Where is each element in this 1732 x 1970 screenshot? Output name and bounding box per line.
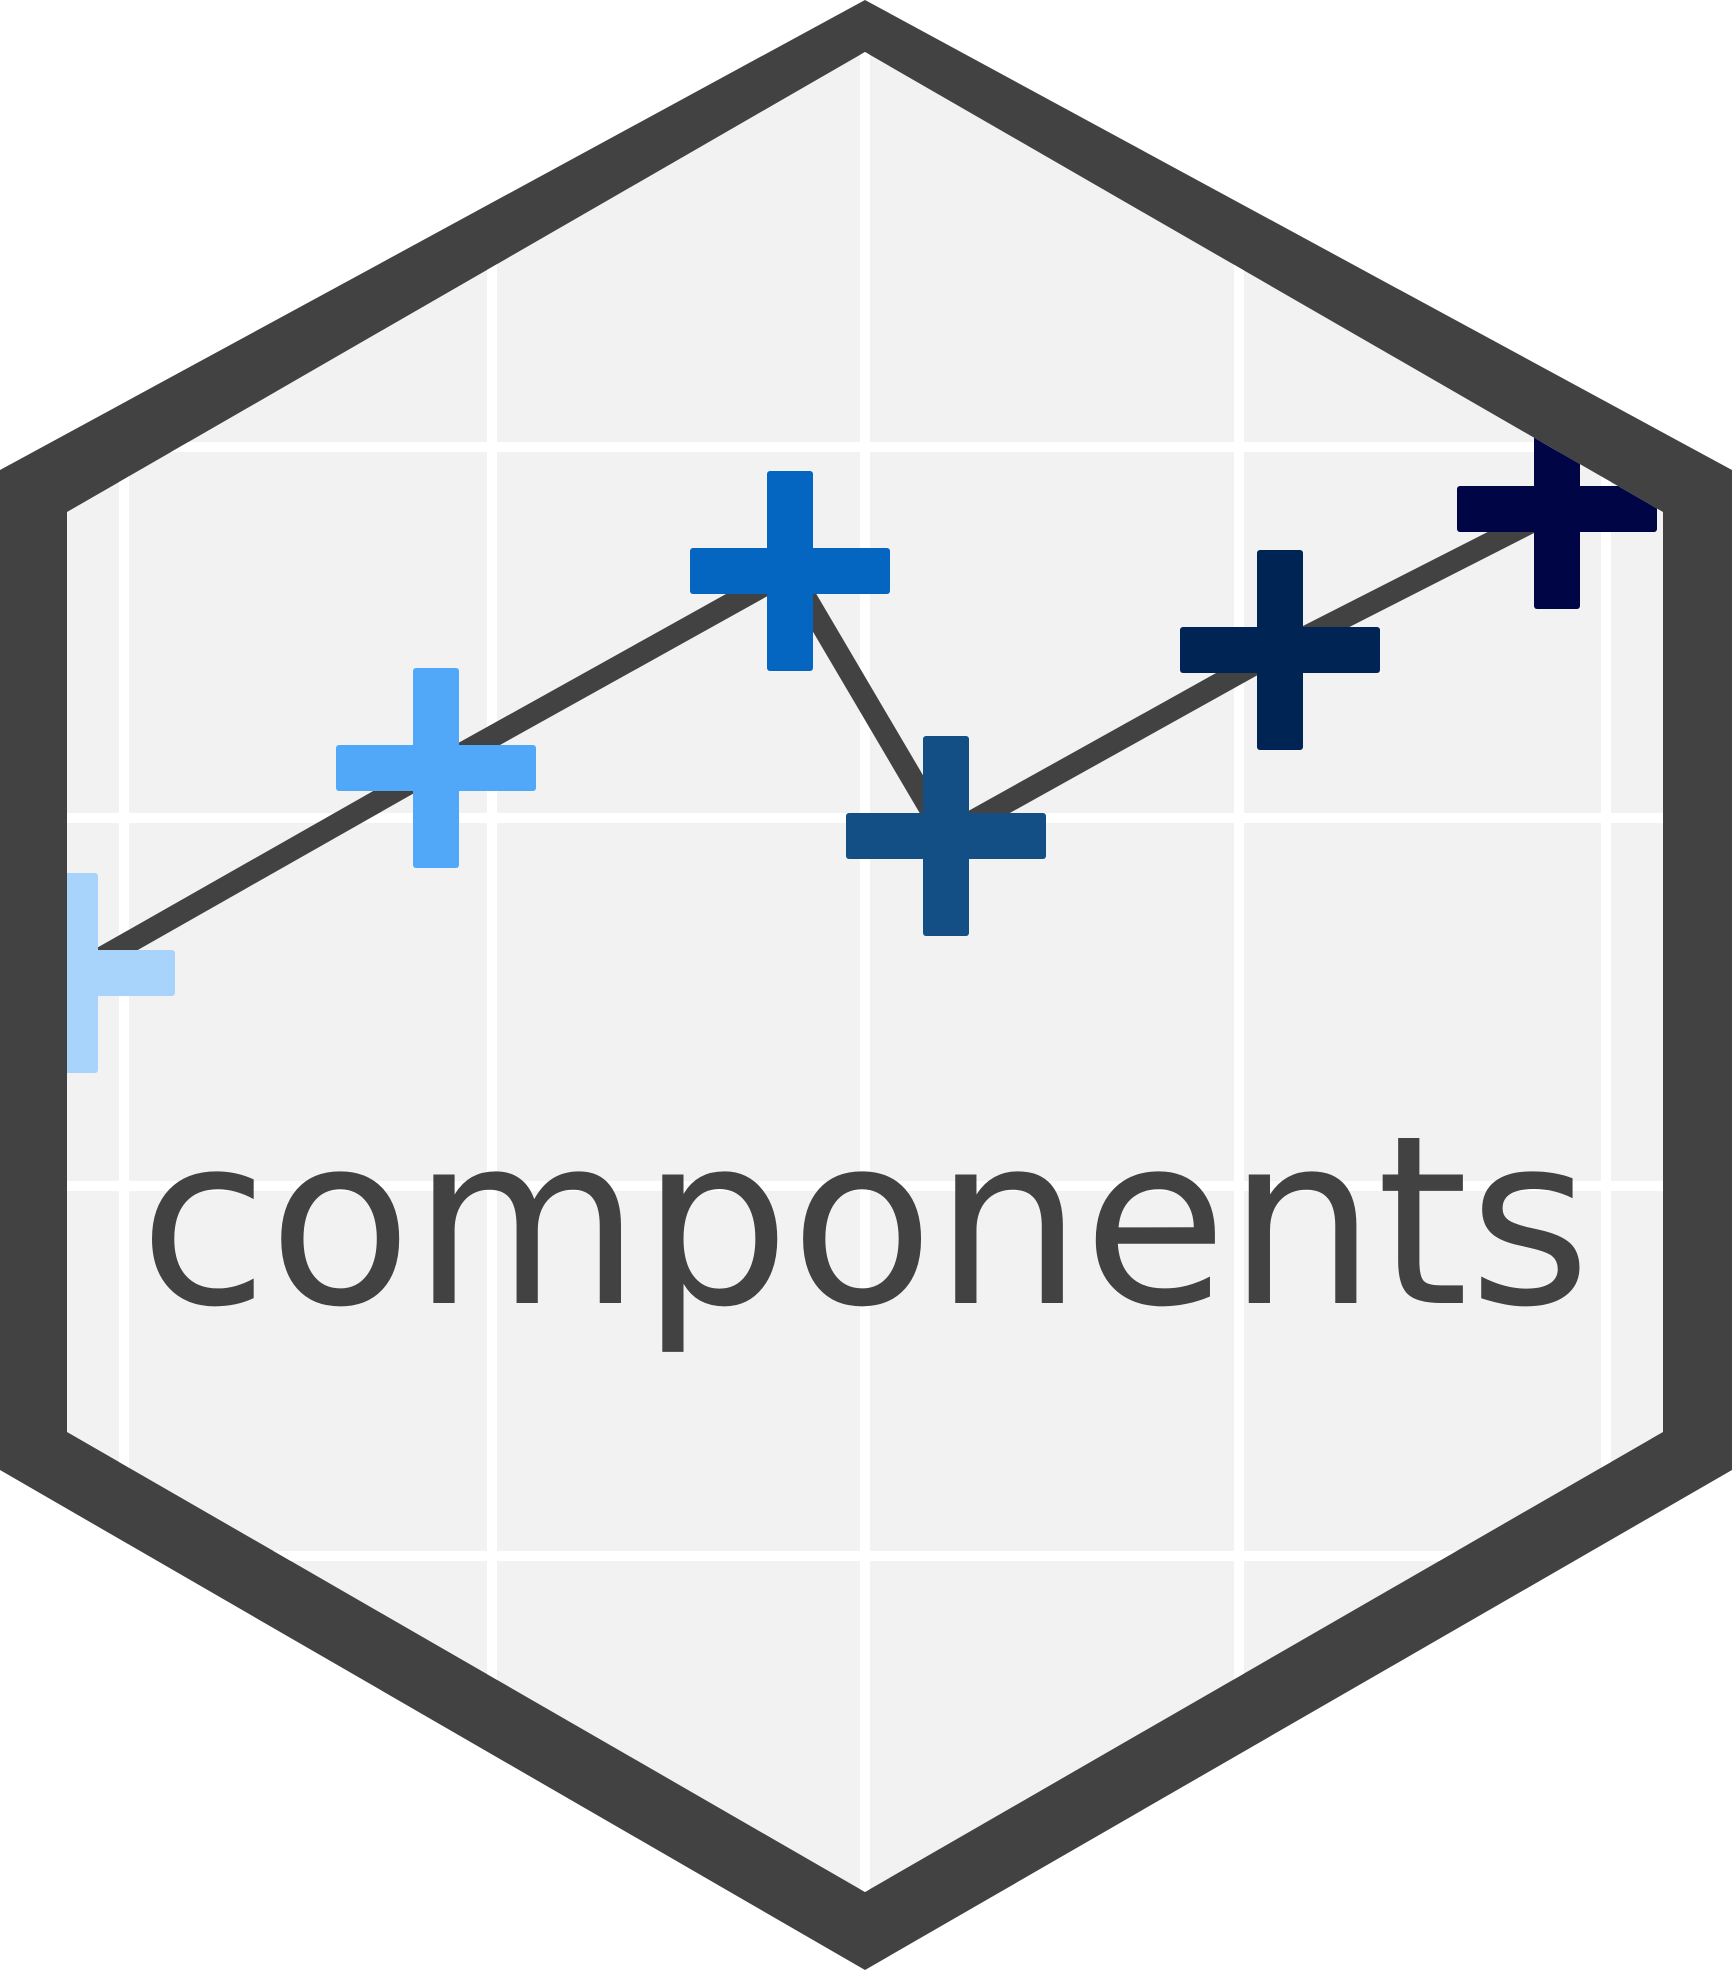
marker-1-vertical-bar xyxy=(67,873,98,1073)
marker-2 xyxy=(336,668,536,868)
marker-3-vertical-bar xyxy=(767,471,813,671)
marker-3 xyxy=(690,471,890,671)
marker-6 xyxy=(1457,409,1657,609)
series-line xyxy=(69,499,1562,983)
marker-4-vertical-bar xyxy=(923,736,969,936)
marker-4 xyxy=(846,736,1046,936)
marker-2-vertical-bar xyxy=(413,668,459,868)
marker-5 xyxy=(1180,550,1380,750)
marker-6-vertical-bar xyxy=(1534,409,1580,609)
marker-1 xyxy=(67,873,175,1073)
logo-wordmark: components xyxy=(139,1086,1591,1359)
plus-markers xyxy=(67,409,1657,1073)
marker-5-vertical-bar xyxy=(1257,550,1303,750)
